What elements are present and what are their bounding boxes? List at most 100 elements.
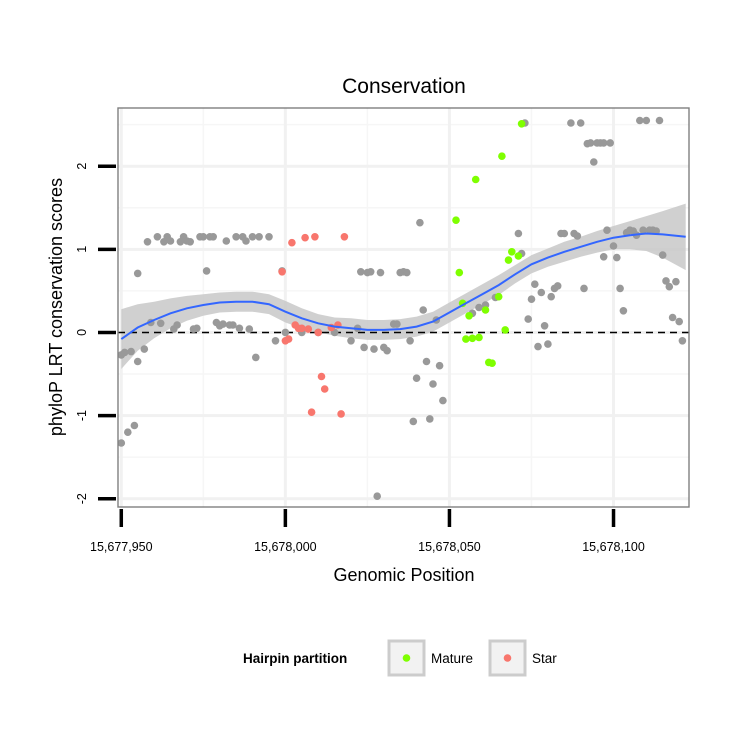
data-point: [337, 410, 345, 418]
legend-label-star: Star: [532, 651, 557, 666]
x-tick-label: 15,677,950: [90, 540, 153, 554]
data-point: [514, 252, 523, 260]
data-point: [340, 233, 349, 241]
data-point: [678, 337, 687, 345]
data-point: [616, 284, 624, 293]
data-point: [278, 268, 286, 276]
data-point: [498, 152, 506, 160]
y-tick-label: -2: [75, 493, 89, 504]
data-point: [537, 288, 546, 297]
x-tick-label: 15,678,100: [582, 540, 645, 554]
data-point: [553, 282, 562, 290]
data-point: [229, 321, 237, 329]
data-point: [662, 277, 670, 285]
data-point: [439, 396, 447, 405]
data-point: [248, 233, 257, 241]
data-point: [199, 233, 208, 241]
data-point: [284, 335, 293, 343]
data-point: [320, 385, 329, 393]
x-axis: 15,677,950 15,678,000 15,678,050 15,678,100: [90, 509, 645, 554]
y-tick-label: 1: [75, 246, 89, 253]
data-point: [426, 415, 434, 423]
data-point: [599, 139, 608, 147]
data-point: [120, 348, 129, 357]
data-point: [613, 253, 621, 262]
data-point: [317, 372, 326, 381]
x-tick-label: 15,678,050: [418, 540, 481, 554]
data-point: [475, 333, 483, 342]
data-point: [383, 346, 391, 355]
series-other: [117, 116, 687, 501]
data-point: [642, 116, 651, 125]
data-point: [193, 324, 201, 333]
plot-border: [117, 107, 690, 508]
data-point: [166, 237, 175, 245]
legend: Hairpin partition Mature Star: [243, 639, 557, 677]
data-point: [609, 242, 618, 250]
data-point: [143, 238, 152, 246]
data-point: [304, 325, 313, 333]
data-point: [452, 216, 460, 224]
data-point: [675, 317, 683, 326]
data-point: [186, 238, 194, 246]
data-point: [488, 359, 496, 368]
data-point: [235, 324, 244, 333]
legend-dot-star: [503, 654, 512, 662]
data-point: [590, 158, 598, 166]
data-point: [540, 322, 549, 330]
data-point: [127, 347, 135, 356]
data-point: [514, 229, 523, 238]
data-point: [672, 277, 680, 286]
data-point: [639, 226, 647, 234]
data-point: [468, 334, 477, 343]
data-point: [435, 361, 444, 370]
data-point: [655, 116, 664, 125]
data-point: [603, 226, 611, 234]
data-point: [117, 439, 126, 447]
legend-dot-mature: [402, 654, 411, 662]
data-point: [314, 328, 323, 337]
data-point: [586, 139, 595, 147]
data-point: [534, 342, 542, 351]
data-point: [636, 116, 644, 125]
chart-title: Conservation: [342, 75, 466, 98]
data-point: [527, 295, 536, 304]
data-point: [124, 428, 132, 437]
data-point: [508, 248, 516, 256]
data-point: [271, 337, 280, 345]
y-tick-label: 2: [75, 163, 89, 170]
legend-title: Hairpin partition: [243, 651, 347, 666]
data-point: [531, 280, 539, 289]
x-axis-label: Genomic Position: [333, 565, 474, 585]
data-point: [360, 343, 368, 352]
data-point: [416, 218, 424, 227]
data-point: [130, 421, 139, 430]
data-point: [517, 120, 526, 128]
data-point: [422, 357, 431, 366]
data-point: [429, 380, 437, 388]
data-point: [173, 321, 181, 329]
x-tick-label: 15,678,000: [254, 540, 317, 554]
data-point: [544, 340, 552, 348]
data-point: [481, 306, 490, 314]
data-point: [376, 268, 385, 277]
data-point: [665, 282, 674, 291]
data-point: [222, 237, 231, 245]
data-point: [370, 345, 378, 353]
data-point: [357, 268, 365, 276]
data-point: [140, 345, 149, 353]
confidence-ribbon: [121, 203, 686, 369]
smooth-line-layer: [120, 232, 686, 340]
data-point: [311, 233, 319, 241]
data-point: [606, 139, 614, 147]
data-point: [475, 303, 483, 312]
data-point: [301, 233, 309, 242]
data-point: [504, 256, 513, 264]
y-tick-label: 0: [75, 329, 89, 336]
y-axis-label: phyloP LRT conservation scores: [46, 178, 66, 436]
data-point: [580, 284, 588, 293]
data-point: [567, 119, 575, 127]
data-point: [465, 312, 473, 320]
data-point: [245, 325, 254, 333]
